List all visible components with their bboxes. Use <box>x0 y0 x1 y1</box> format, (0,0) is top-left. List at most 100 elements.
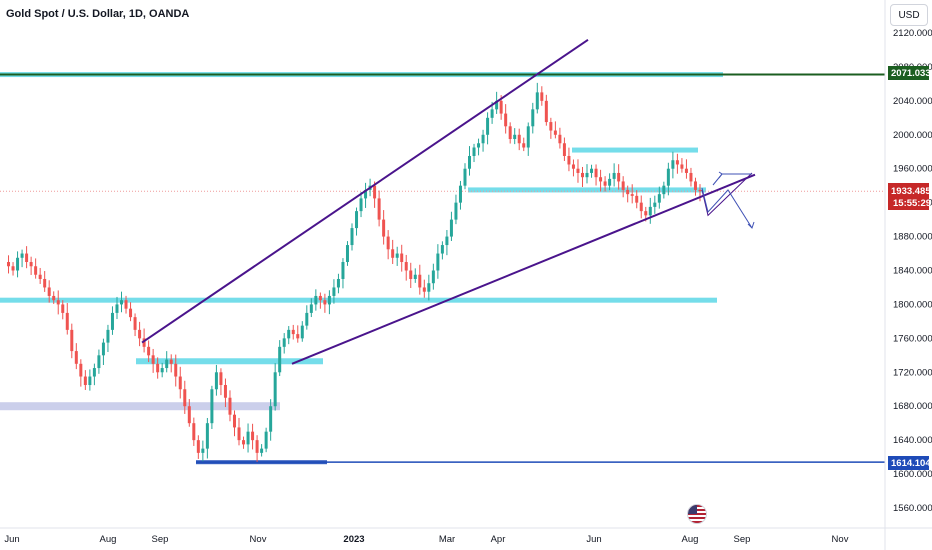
candle-body <box>38 274 42 279</box>
x-tick-label: Nov <box>250 534 267 545</box>
candle-body <box>92 368 96 377</box>
candle-body <box>562 143 566 156</box>
x-tick-label: Apr <box>491 534 506 545</box>
candle-body <box>120 300 124 305</box>
candle-body <box>657 194 661 203</box>
candle-body <box>25 253 29 263</box>
candle-body <box>413 274 417 279</box>
candle-body <box>156 363 160 373</box>
candle-body <box>151 355 155 364</box>
candle-body <box>314 295 318 305</box>
currency-button[interactable]: USD <box>890 4 928 26</box>
mid-range-zone <box>468 187 706 193</box>
candle-body <box>490 109 494 118</box>
support-tag-bg <box>888 456 929 470</box>
arrow-head-up <box>718 171 723 179</box>
upper-channel-line <box>141 38 589 344</box>
candle-body <box>174 363 178 377</box>
chart-title: Gold Spot / U.S. Dollar, 1D, OANDA <box>6 8 190 20</box>
x-tick-label: Sep <box>734 534 751 545</box>
candle-body <box>513 134 517 140</box>
candle-body <box>409 270 413 279</box>
candle-body <box>124 300 128 309</box>
candle-body <box>558 134 562 144</box>
candle-body <box>20 253 24 258</box>
candle-body <box>187 406 191 424</box>
candle-body <box>255 440 259 453</box>
y-tick-label: 2000.000 <box>893 130 932 141</box>
candle-body <box>517 134 521 144</box>
y-tick-label: 1720.000 <box>893 367 932 378</box>
candle-body <box>458 185 462 203</box>
candle-body <box>449 219 453 237</box>
candle-body <box>228 397 232 415</box>
candle-body <box>386 236 390 250</box>
resistance-tag-bg <box>888 66 929 80</box>
candle-body <box>594 168 598 178</box>
candle-body <box>336 278 340 288</box>
candle-body <box>472 147 476 156</box>
candle-body <box>332 287 336 296</box>
candle-body <box>232 414 236 428</box>
support-resistance-zones <box>0 72 885 465</box>
candle-body <box>309 304 313 313</box>
candle-body <box>223 385 227 398</box>
candle-body <box>183 389 187 407</box>
candle-body <box>626 189 630 195</box>
candle-body <box>395 253 399 258</box>
candle-body <box>404 262 408 271</box>
candle-body <box>454 202 458 220</box>
us-flag-icon <box>687 504 707 524</box>
candle-body <box>291 329 295 335</box>
time-axis: Jun Aug Sep Nov 2023 Mar Apr Jun Aug Sep Nov <box>0 527 932 545</box>
y-tick-label: 1760.000 <box>893 333 932 344</box>
x-tick-label: Aug <box>682 534 699 545</box>
projection-path-1 <box>701 172 753 217</box>
candle-body <box>504 113 508 127</box>
candle-body <box>327 295 331 305</box>
candle-body <box>115 304 119 313</box>
y-tick-label: 1840.000 <box>893 266 932 277</box>
candle-body <box>83 376 87 386</box>
candle-body <box>47 287 51 296</box>
candle-body <box>382 219 386 237</box>
candle-body <box>526 126 530 148</box>
candle-body <box>608 178 612 186</box>
y-tick-label: 1640.000 <box>893 435 932 446</box>
candle-body <box>522 143 526 148</box>
y-tick-label: 1800.000 <box>893 299 932 310</box>
candle-body <box>214 372 218 390</box>
candle-body <box>133 317 137 330</box>
candle-body <box>246 431 250 445</box>
candle-body <box>65 312 69 330</box>
candle-body <box>350 228 354 246</box>
current-price-tag: 1933.485 <box>891 186 931 197</box>
candle-body <box>689 172 693 182</box>
candle-body <box>251 431 255 441</box>
candle-body <box>684 168 688 173</box>
candle-body <box>219 372 223 386</box>
candle-body <box>599 177 603 182</box>
candle-body <box>377 198 381 220</box>
candle-body <box>296 334 300 339</box>
price-tags: 2071.033 1933.485 15:55:29 1614.104 <box>888 66 931 470</box>
candle-body <box>477 143 481 148</box>
candle-body <box>675 160 679 165</box>
candle-body <box>278 346 282 373</box>
resistance-tag: 2071.033 <box>891 68 931 79</box>
y-tick-label: 2040.000 <box>893 96 932 107</box>
countdown-tag: 15:55:29 <box>893 198 931 209</box>
candle-body <box>74 351 78 364</box>
x-tick-label: Aug <box>100 534 117 545</box>
candle-body <box>540 92 544 101</box>
candle-body <box>445 236 449 246</box>
candle-body <box>553 130 557 135</box>
x-tick-label: Jun <box>586 534 601 545</box>
candle-body <box>644 211 648 216</box>
candle-body <box>323 300 327 305</box>
candle-body <box>612 172 616 179</box>
candle-body <box>431 270 435 284</box>
candle-body <box>147 346 151 356</box>
candle-body <box>287 329 291 339</box>
